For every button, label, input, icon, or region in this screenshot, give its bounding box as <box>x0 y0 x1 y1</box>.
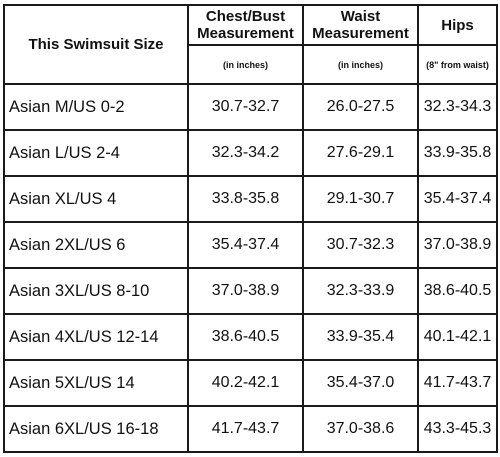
waist-cell: 29.1-30.7 <box>302 175 419 223</box>
chest-unit-cell: (in inches) <box>187 44 304 85</box>
size-cell: Asian XL/US 4 <box>3 175 189 223</box>
table-row: Asian 3XL/US 8-10 37.0-38.9 32.3-33.9 38… <box>3 267 498 315</box>
table-row: Asian XL/US 4 33.8-35.8 29.1-30.7 35.4-3… <box>3 175 498 223</box>
table-body: Asian M/US 0-2 30.7-32.7 26.0-27.5 32.3-… <box>3 83 498 453</box>
hips-cell: 38.6-40.5 <box>417 267 498 315</box>
size-cell: Asian 5XL/US 14 <box>3 359 189 407</box>
waist-cell: 26.0-27.5 <box>302 83 419 131</box>
hips-cell: 35.4-37.4 <box>417 175 498 223</box>
hips-note-label: (8" from waist) <box>426 59 489 70</box>
hips-note-cell: (8" from waist) <box>417 44 498 85</box>
hips-cell: 33.9-35.8 <box>417 129 498 177</box>
table-row: Asian 2XL/US 6 35.4-37.4 30.7-32.3 37.0-… <box>3 221 498 269</box>
table-row: Asian 4XL/US 12-14 38.6-40.5 33.9-35.4 4… <box>3 313 498 361</box>
chest-cell: 40.2-42.1 <box>187 359 304 407</box>
header-subrow: (in inches) (in inches) (8" from waist) <box>4 44 498 85</box>
table-row: Asian 5XL/US 14 40.2-42.1 35.4-37.0 41.7… <box>3 359 498 407</box>
table-row: Asian M/US 0-2 30.7-32.7 26.0-27.5 32.3-… <box>3 83 498 131</box>
waist-header-line2: Measurement <box>312 25 409 42</box>
table-row: Asian L/US 2-4 32.3-34.2 27.6-29.1 33.9-… <box>3 129 498 177</box>
chest-header-line1: Chest/Bust <box>205 8 286 25</box>
hips-header-title: Hips <box>441 16 474 34</box>
size-cell: Asian 2XL/US 6 <box>3 221 189 269</box>
waist-unit-cell: (in inches) <box>302 44 419 85</box>
hips-cell: 41.7-43.7 <box>417 359 498 407</box>
chest-unit-label: (in inches) <box>222 59 268 70</box>
chest-column-header: Chest/Bust Measurement <box>187 4 304 46</box>
waist-column-header: Waist Measurement <box>302 4 419 46</box>
chest-cell: 32.3-34.2 <box>187 129 304 177</box>
size-cell: Asian 4XL/US 12-14 <box>3 313 189 361</box>
table-header: This Swimsuit Size Chest/Bust Measuremen… <box>3 4 498 85</box>
size-cell: Asian 3XL/US 8-10 <box>3 267 189 315</box>
waist-cell: 33.9-35.4 <box>302 313 419 361</box>
hips-column-header: Hips <box>417 4 498 46</box>
chest-header-line2: Measurement <box>197 25 294 42</box>
waist-header-line1: Waist <box>340 8 381 25</box>
waist-unit-label: (in inches) <box>337 59 383 70</box>
size-column-header: This Swimsuit Size <box>3 4 189 85</box>
waist-cell: 35.4-37.0 <box>302 359 419 407</box>
waist-cell: 37.0-38.6 <box>302 405 419 453</box>
chest-cell: 35.4-37.4 <box>187 221 304 269</box>
size-chart-table: This Swimsuit Size Chest/Bust Measuremen… <box>3 4 498 453</box>
chest-cell: 41.7-43.7 <box>187 405 304 453</box>
hips-cell: 40.1-42.1 <box>417 313 498 361</box>
waist-cell: 32.3-33.9 <box>302 267 419 315</box>
chest-cell: 38.6-40.5 <box>187 313 304 361</box>
hips-cell: 32.3-34.3 <box>417 83 498 131</box>
waist-cell: 27.6-29.1 <box>302 129 419 177</box>
hips-cell: 37.0-38.9 <box>417 221 498 269</box>
hips-cell: 43.3-45.3 <box>417 405 498 453</box>
chest-cell: 30.7-32.7 <box>187 83 304 131</box>
size-cell: Asian M/US 0-2 <box>3 83 189 131</box>
size-cell: Asian 6XL/US 16-18 <box>3 405 189 453</box>
chest-cell: 37.0-38.9 <box>187 267 304 315</box>
header-row: This Swimsuit Size Chest/Bust Measuremen… <box>3 4 498 85</box>
waist-cell: 30.7-32.3 <box>302 221 419 269</box>
size-cell: Asian L/US 2-4 <box>3 129 189 177</box>
chest-cell: 33.8-35.8 <box>187 175 304 223</box>
table-row: Asian 6XL/US 16-18 41.7-43.7 37.0-38.6 4… <box>3 405 498 453</box>
